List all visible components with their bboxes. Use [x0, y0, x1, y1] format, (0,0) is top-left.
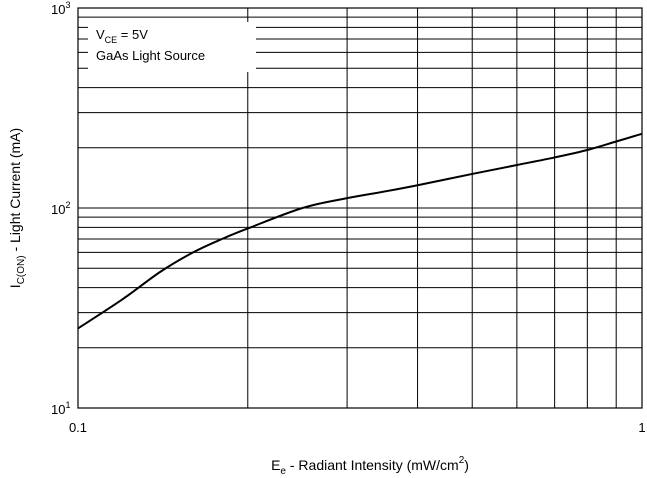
- series-line: [77, 132, 643, 330]
- x-axis-label-main: E: [271, 457, 280, 473]
- x-axis-label-rest: - Radiant Intensity (mW/cm: [286, 457, 459, 473]
- annotation-vce-rest: = 5V: [117, 27, 148, 42]
- annotation-source: GaAs Light Source: [96, 48, 205, 63]
- x-tick-labels: 0.1 1: [69, 420, 646, 435]
- y-tick-label: 103: [51, 0, 70, 17]
- x-axis-label-close: ): [464, 457, 469, 473]
- grid-lines: [78, 8, 642, 408]
- annotation-vce-sub: CE: [105, 35, 118, 45]
- axis-labels: Ee - Radiant Intensity (mW/cm2)IC(ON) - …: [7, 128, 469, 477]
- y-tick-exponent: 2: [65, 200, 70, 210]
- annotation-vce: VCE = 5V: [96, 27, 148, 45]
- x-tick-label: 1: [638, 420, 645, 435]
- plot-frame: [77, 7, 643, 409]
- x-axis-label-sub: e: [280, 466, 286, 477]
- annotation-background: [88, 22, 256, 72]
- y-axis-label-sub: C(ON): [16, 255, 27, 284]
- x-tick-label: 0.1: [69, 420, 87, 435]
- annotation-vce-main: V: [96, 27, 105, 42]
- y-tick-base: 10: [51, 2, 65, 17]
- y-tick-exponent: 3: [65, 0, 70, 10]
- x-axis-label: Ee - Radiant Intensity (mW/cm2): [271, 455, 469, 477]
- y-tick-base: 10: [51, 402, 65, 417]
- y-tick-label: 102: [51, 200, 70, 217]
- y-tick-exponent: 1: [65, 400, 70, 410]
- y-axis-label-rest: - Light Current (mA): [7, 128, 23, 256]
- y-axis-label: IC(ON) - Light Current (mA): [7, 128, 27, 288]
- y-tick-label: 101: [51, 400, 70, 417]
- annotation-box: VCE = 5V GaAs Light Source: [88, 22, 256, 72]
- x-axis-label-sup: 2: [459, 455, 465, 466]
- plot-border: [77, 7, 643, 409]
- y-axis-label-main: I: [7, 284, 23, 288]
- y-tick-base: 10: [51, 202, 65, 217]
- series-group: [77, 132, 643, 330]
